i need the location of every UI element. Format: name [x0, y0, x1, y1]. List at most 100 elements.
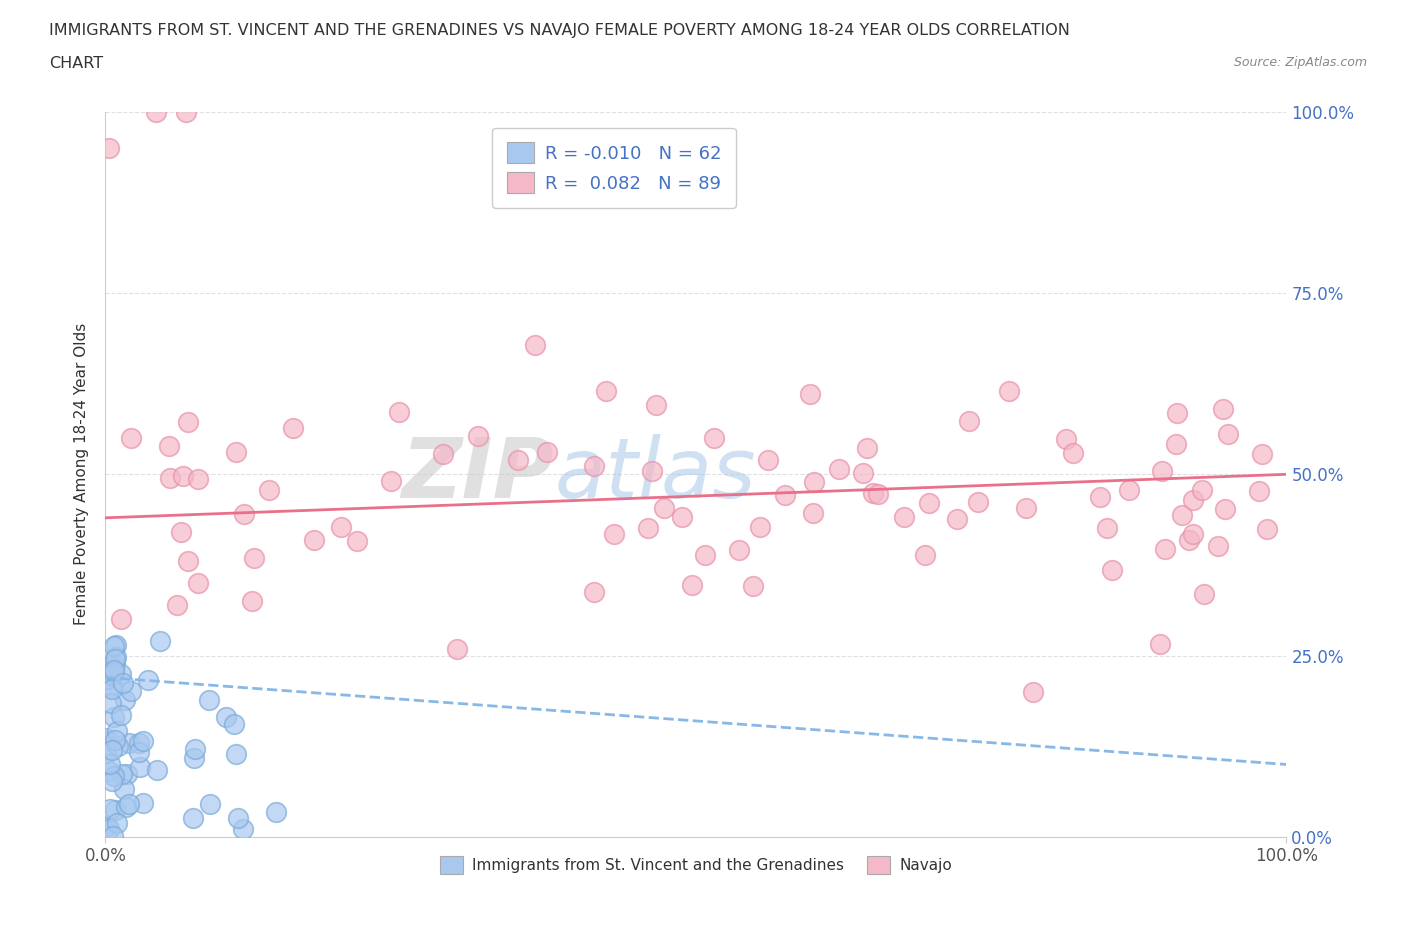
Point — [110, 612, 132, 627]
Point — [645, 398, 668, 413]
Point — [380, 473, 402, 488]
Point — [120, 431, 142, 445]
Point — [104, 649, 127, 664]
Point — [103, 768, 125, 783]
Point — [97, 764, 120, 778]
Point — [1194, 586, 1216, 601]
Point — [641, 464, 664, 479]
Point — [128, 736, 150, 751]
Point — [862, 485, 884, 500]
Point — [176, 104, 198, 119]
Point — [1216, 427, 1239, 442]
Point — [103, 663, 125, 678]
Point — [132, 796, 155, 811]
Point — [177, 414, 200, 429]
Point — [1154, 542, 1177, 557]
Point — [225, 746, 247, 761]
Point — [852, 465, 875, 480]
Point — [101, 682, 124, 697]
Point — [104, 803, 127, 817]
Point — [243, 551, 266, 565]
Point — [226, 810, 249, 825]
Point — [967, 494, 990, 509]
Point — [181, 811, 204, 826]
Point — [117, 736, 139, 751]
Point — [758, 452, 780, 467]
Point — [103, 710, 125, 724]
Point — [98, 757, 121, 772]
Point — [107, 738, 129, 753]
Point — [799, 386, 821, 401]
Point — [215, 710, 238, 724]
Point — [914, 547, 936, 562]
Point — [128, 744, 150, 759]
Point — [637, 521, 659, 536]
Point — [388, 405, 411, 419]
Point — [187, 576, 209, 591]
Point — [259, 482, 281, 497]
Point — [432, 447, 454, 462]
Point — [582, 584, 605, 599]
Point — [946, 512, 969, 526]
Point — [748, 519, 770, 534]
Point — [1164, 436, 1187, 451]
Point — [233, 507, 256, 522]
Point — [128, 760, 150, 775]
Point — [98, 668, 121, 683]
Point — [681, 578, 703, 592]
Point — [101, 668, 124, 683]
Point — [728, 543, 751, 558]
Point — [828, 461, 851, 476]
Point — [96, 731, 118, 746]
Point — [1054, 432, 1077, 446]
Point — [1206, 539, 1229, 554]
Point — [1022, 684, 1045, 699]
Point — [1182, 493, 1205, 508]
Point — [112, 675, 135, 690]
Point — [1062, 445, 1084, 460]
Point — [446, 642, 468, 657]
Point — [1152, 463, 1174, 478]
Point — [868, 486, 890, 501]
Point — [523, 338, 546, 352]
Point — [115, 800, 138, 815]
Point — [693, 548, 716, 563]
Point — [110, 708, 132, 723]
Point — [671, 510, 693, 525]
Point — [114, 693, 136, 708]
Point — [1015, 500, 1038, 515]
Point — [1191, 483, 1213, 498]
Point — [918, 496, 941, 511]
Point — [1171, 508, 1194, 523]
Point — [145, 104, 167, 119]
Point — [467, 428, 489, 443]
Point — [1088, 489, 1111, 504]
Point — [741, 578, 763, 593]
Point — [1182, 526, 1205, 541]
Point — [187, 472, 209, 486]
Point — [264, 805, 287, 820]
Point — [105, 638, 128, 653]
Point — [101, 828, 124, 843]
Point — [506, 453, 529, 468]
Point — [136, 672, 159, 687]
Text: CHART: CHART — [49, 56, 103, 71]
Point — [1095, 521, 1118, 536]
Point — [1149, 637, 1171, 652]
Point — [654, 500, 676, 515]
Text: Source: ZipAtlas.com: Source: ZipAtlas.com — [1233, 56, 1367, 69]
Y-axis label: Female Poverty Among 18-24 Year Olds: Female Poverty Among 18-24 Year Olds — [75, 324, 90, 626]
Point — [329, 519, 352, 534]
Point — [159, 471, 181, 485]
Point — [118, 796, 141, 811]
Point — [183, 741, 205, 756]
Point — [240, 593, 263, 608]
Point — [346, 534, 368, 549]
Point — [103, 639, 125, 654]
Point — [172, 468, 194, 483]
Point — [222, 716, 245, 731]
Point — [997, 383, 1019, 398]
Point — [170, 525, 193, 539]
Point — [957, 413, 980, 428]
Point — [856, 441, 879, 456]
